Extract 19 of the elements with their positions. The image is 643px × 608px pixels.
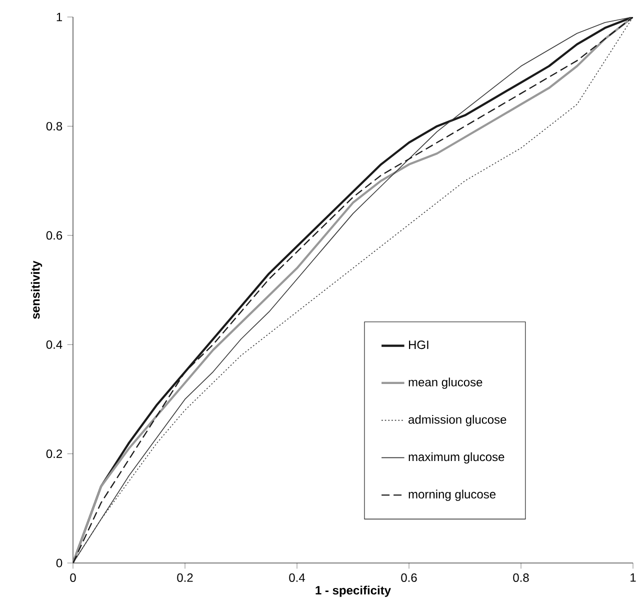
x-tick-label: 0.2 (177, 573, 193, 582)
x-tick-label: 0.6 (401, 573, 417, 582)
x-axis-title: 1 - specificity (316, 586, 391, 597)
y-tick-label: 0.8 (46, 122, 62, 130)
legend-label: mean glucose (408, 378, 482, 389)
legend-label: maximum glucose (408, 452, 504, 464)
y-tick-label: 0.4 (46, 340, 62, 349)
y-tick-label: 0.6 (46, 231, 62, 240)
y-tick-label: 0 (56, 558, 62, 568)
x-tick-label: 1 (630, 573, 636, 582)
legend-label: admission glucose (408, 414, 506, 426)
x-tick-label: 0.4 (289, 573, 305, 582)
y-axis-title: sensitivity (30, 260, 42, 319)
y-tick-label: 1 (56, 12, 62, 22)
y-tick-label: 0.2 (46, 450, 62, 458)
x-tick-label: 0.8 (513, 573, 529, 582)
legend-label: HGI (409, 340, 428, 350)
x-tick-label: 0 (70, 573, 76, 582)
legend-label: morning glucose (408, 490, 496, 501)
